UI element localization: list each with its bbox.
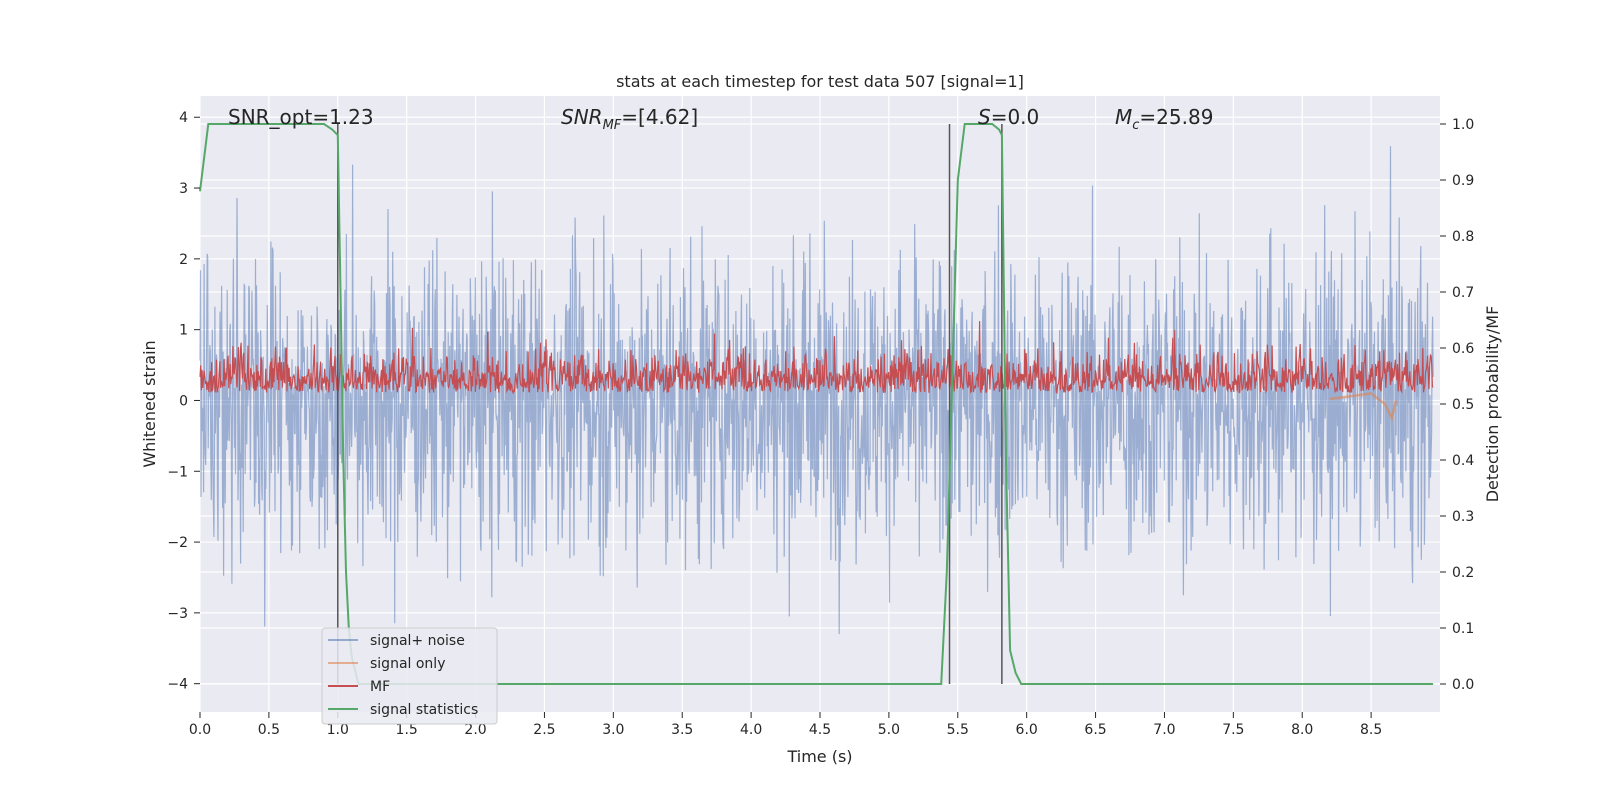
y2-tick-label: 0.6 [1452, 341, 1474, 357]
y2-tick-label: 1.0 [1452, 117, 1474, 133]
annotation-mc: Mc=25.89 [1115, 105, 1213, 133]
y-tick-label: 1 [179, 323, 188, 339]
annotation-snr-opt: SNR_opt=1.23 [228, 105, 374, 129]
y2-axis-label: Detection probability/MF [1483, 306, 1502, 503]
y2-tick-label: 0.4 [1452, 453, 1474, 469]
y2-tick-label: 0.5 [1452, 397, 1474, 413]
y-tick-label: −4 [167, 677, 188, 693]
y-tick-label: 3 [179, 181, 188, 197]
line-signal-noise [199, 146, 1434, 635]
x-tick-label: 0.5 [258, 722, 280, 738]
series-signal-only [1329, 392, 1398, 422]
y2-tick-label: 0.3 [1452, 509, 1474, 525]
x-tick-label: 2.5 [533, 722, 555, 738]
chart-title: stats at each timestep for test data 507… [616, 72, 1024, 91]
y2-tick-label: 0.2 [1452, 565, 1474, 581]
legend-box [321, 627, 498, 725]
vertical-markers [337, 124, 1003, 684]
legend-label-signal-statistics: signal statistics [370, 702, 478, 718]
y2-tick-label: 0.1 [1452, 621, 1474, 637]
y-tick-label: −1 [167, 464, 188, 480]
y-axis-label: Whitened strain [140, 340, 159, 467]
y2-tick-label: 0.8 [1452, 229, 1474, 245]
series-signal-noise [199, 146, 1434, 635]
annotations: SNR_opt=1.23 SNRMF=[4.62] S=0.0 Mc=25.89 [228, 105, 1213, 133]
x-tick-label: 5.5 [947, 722, 969, 738]
annotation-s: S=0.0 [978, 105, 1039, 129]
series-signal-statistics [199, 123, 1434, 685]
series-mf [199, 321, 1434, 395]
ticks: 0.0 0.5 1.0 1.5 2.0 2.5 3.0 3.5 4.0 4.5 5.0 5.5 6.0 6… [167, 110, 1474, 738]
x-tick-label: 3.0 [602, 722, 624, 738]
legend-label-signal-only: signal only [370, 656, 445, 672]
y-tick-label: 2 [179, 252, 188, 268]
x-tick-label: 7.0 [1153, 722, 1175, 738]
x-tick-label: 8.0 [1291, 722, 1313, 738]
line-signal-statistics [199, 123, 1434, 685]
x-tick-label: 1.0 [327, 722, 349, 738]
y-tick-label: −3 [167, 606, 188, 622]
x-tick-label: 6.0 [1016, 722, 1038, 738]
x-tick-label: 8.5 [1360, 722, 1382, 738]
y-tick-label: 0 [179, 393, 188, 409]
line-signal-only [1329, 392, 1398, 422]
x-tick-label: 7.5 [1222, 722, 1244, 738]
x-tick-label: 6.5 [1084, 722, 1106, 738]
x-axis-label: Time (s) [786, 747, 852, 766]
y-tick-label: −2 [167, 535, 188, 551]
x-tick-label: 2.0 [464, 722, 486, 738]
annotation-snr-mf: SNRMF=[4.62] [561, 105, 698, 133]
x-tick-label: 3.5 [671, 722, 693, 738]
x-tick-label: 0.0 [189, 722, 211, 738]
line-mf [199, 321, 1434, 395]
legend-label-mf: MF [370, 679, 390, 695]
legend: signal+ noise signal only MF signal stat… [321, 627, 498, 725]
y2-tick-label: 0.7 [1452, 285, 1474, 301]
x-tick-label: 5.0 [878, 722, 900, 738]
legend-label-signal-noise: signal+ noise [370, 633, 465, 649]
y2-tick-label: 0.0 [1452, 677, 1474, 693]
y-tick-label: 4 [179, 110, 188, 126]
x-tick-label: 4.5 [809, 722, 831, 738]
x-tick-label: 1.5 [396, 722, 418, 738]
y2-tick-label: 0.9 [1452, 173, 1474, 189]
x-tick-label: 4.0 [740, 722, 762, 738]
